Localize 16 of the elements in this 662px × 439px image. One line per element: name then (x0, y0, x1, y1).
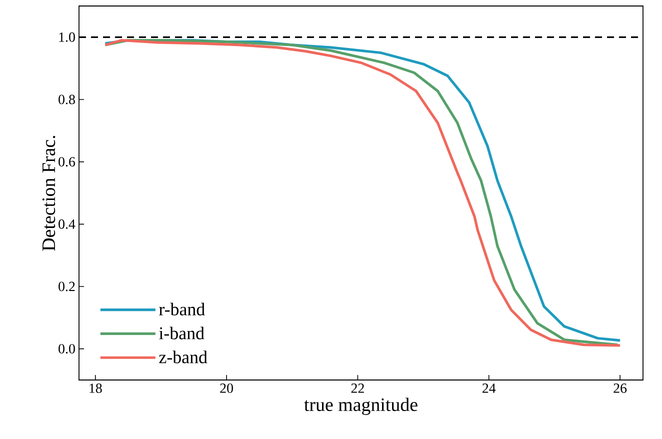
x-tick-label: 24 (482, 384, 496, 393)
x-tick-label: 18 (90, 384, 102, 393)
x-tick-label: 20 (220, 384, 233, 393)
y-tick-label: 0.8 (58, 94, 75, 104)
y-axis-title: Detection Frac. (42, 136, 56, 251)
y-tick-label: 0.0 (58, 344, 75, 354)
y-tick-label: 0.6 (58, 157, 76, 167)
legend-label: r-band (159, 302, 205, 316)
y-tick-label: 0.2 (58, 282, 75, 292)
y-tick-label: 1.0 (59, 32, 75, 42)
legend-label: i-band (159, 326, 204, 340)
legend-label: z-band (159, 350, 208, 364)
y-tick-label: 0.4 (58, 219, 76, 229)
x-tick-label: 22 (351, 384, 364, 393)
x-tick-label: 26 (614, 384, 627, 393)
x-axis-title: true magnitude (304, 398, 418, 415)
